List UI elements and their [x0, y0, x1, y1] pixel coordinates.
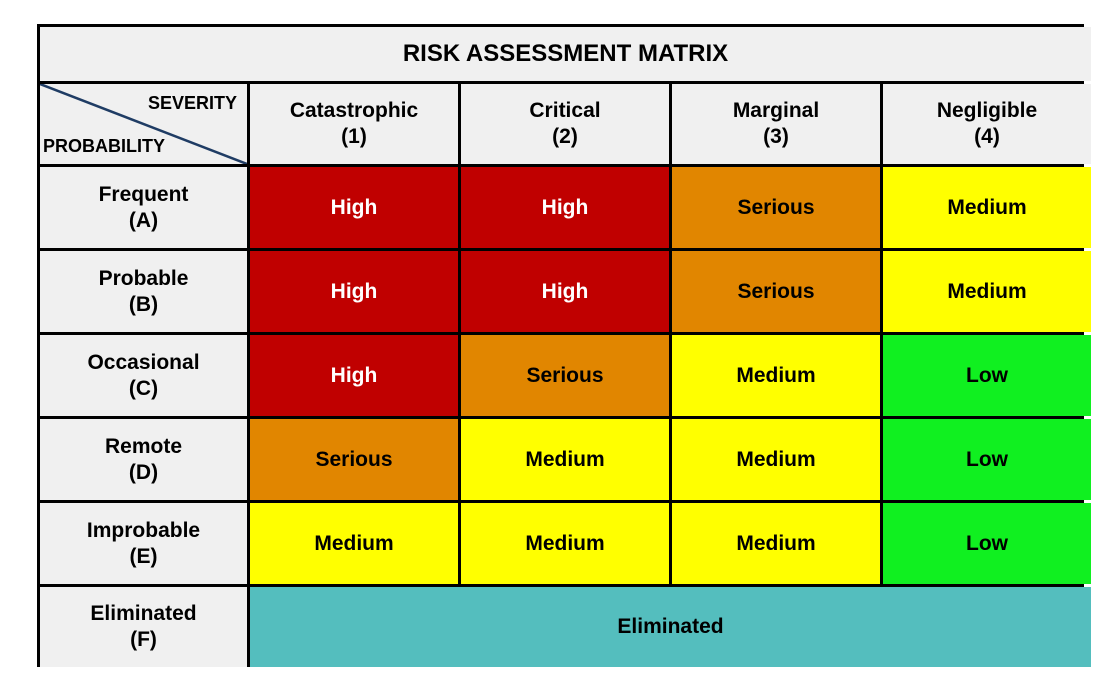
probability-name: Remote — [104, 434, 183, 458]
severity-code: (4) — [974, 125, 1000, 148]
risk-cell-b1: High — [250, 251, 458, 332]
probability-code: (D) — [128, 460, 159, 484]
severity-header-4: Negligible (4) — [883, 84, 1091, 164]
severity-code: (3) — [763, 125, 789, 148]
risk-cell-e4: Low — [883, 503, 1091, 584]
matrix-title: RISK ASSESSMENT MATRIX — [40, 27, 1091, 81]
corner-header: SEVERITY PROBABILITY — [40, 84, 247, 164]
probability-code: (B) — [128, 292, 159, 316]
risk-cell-b2: High — [461, 251, 669, 332]
risk-cell-d1: Serious — [250, 419, 458, 500]
probability-code: (E) — [129, 544, 158, 568]
probability-axis-label: PROBABILITY — [43, 136, 166, 156]
risk-cell-c4: Low — [883, 335, 1091, 416]
probability-header-d: Remote (D) — [40, 419, 247, 500]
probability-header-e: Improbable (E) — [40, 503, 247, 584]
probability-name: Probable — [98, 266, 189, 290]
risk-cell-b4: Medium — [883, 251, 1091, 332]
risk-cell-e3: Medium — [672, 503, 880, 584]
risk-cell-a1: High — [250, 167, 458, 248]
severity-axis-label: SEVERITY — [147, 93, 237, 113]
probability-name: Frequent — [98, 182, 189, 206]
risk-cell-d3: Medium — [672, 419, 880, 500]
severity-header-1: Catastrophic (1) — [250, 84, 458, 164]
eliminated-cell: Eliminated — [250, 587, 1091, 667]
probability-code: (F) — [130, 628, 157, 651]
severity-name: Critical — [529, 99, 601, 122]
severity-header-3: Marginal (3) — [672, 84, 880, 164]
risk-matrix: RISK ASSESSMENT MATRIX SEVERITY PROBABIL… — [37, 24, 1091, 667]
risk-cell-e1: Medium — [250, 503, 458, 584]
corner-diagonal — [40, 84, 247, 164]
probability-name: Eliminated — [90, 602, 197, 625]
risk-cell-d4: Low — [883, 419, 1091, 500]
risk-cell-a3: Serious — [672, 167, 880, 248]
probability-name: Occasional — [87, 350, 200, 374]
risk-cell-c3: Medium — [672, 335, 880, 416]
severity-code: (1) — [341, 125, 367, 148]
risk-cell-a2: High — [461, 167, 669, 248]
risk-cell-b3: Serious — [672, 251, 880, 332]
probability-name: Improbable — [86, 518, 201, 542]
probability-code: (C) — [128, 376, 159, 400]
severity-name: Catastrophic — [289, 99, 419, 122]
risk-cell-d2: Medium — [461, 419, 669, 500]
risk-cell-c2: Serious — [461, 335, 669, 416]
severity-name: Marginal — [732, 99, 820, 122]
risk-cell-c1: High — [250, 335, 458, 416]
severity-code: (2) — [552, 125, 578, 148]
severity-header-2: Critical (2) — [461, 84, 669, 164]
severity-name: Negligible — [936, 99, 1038, 122]
risk-cell-a4: Medium — [883, 167, 1091, 248]
probability-code: (A) — [128, 208, 159, 232]
probability-header-f: Eliminated (F) — [40, 587, 247, 667]
probability-header-c: Occasional (C) — [40, 335, 247, 416]
probability-header-b: Probable (B) — [40, 251, 247, 332]
probability-header-a: Frequent (A) — [40, 167, 247, 248]
risk-cell-e2: Medium — [461, 503, 669, 584]
